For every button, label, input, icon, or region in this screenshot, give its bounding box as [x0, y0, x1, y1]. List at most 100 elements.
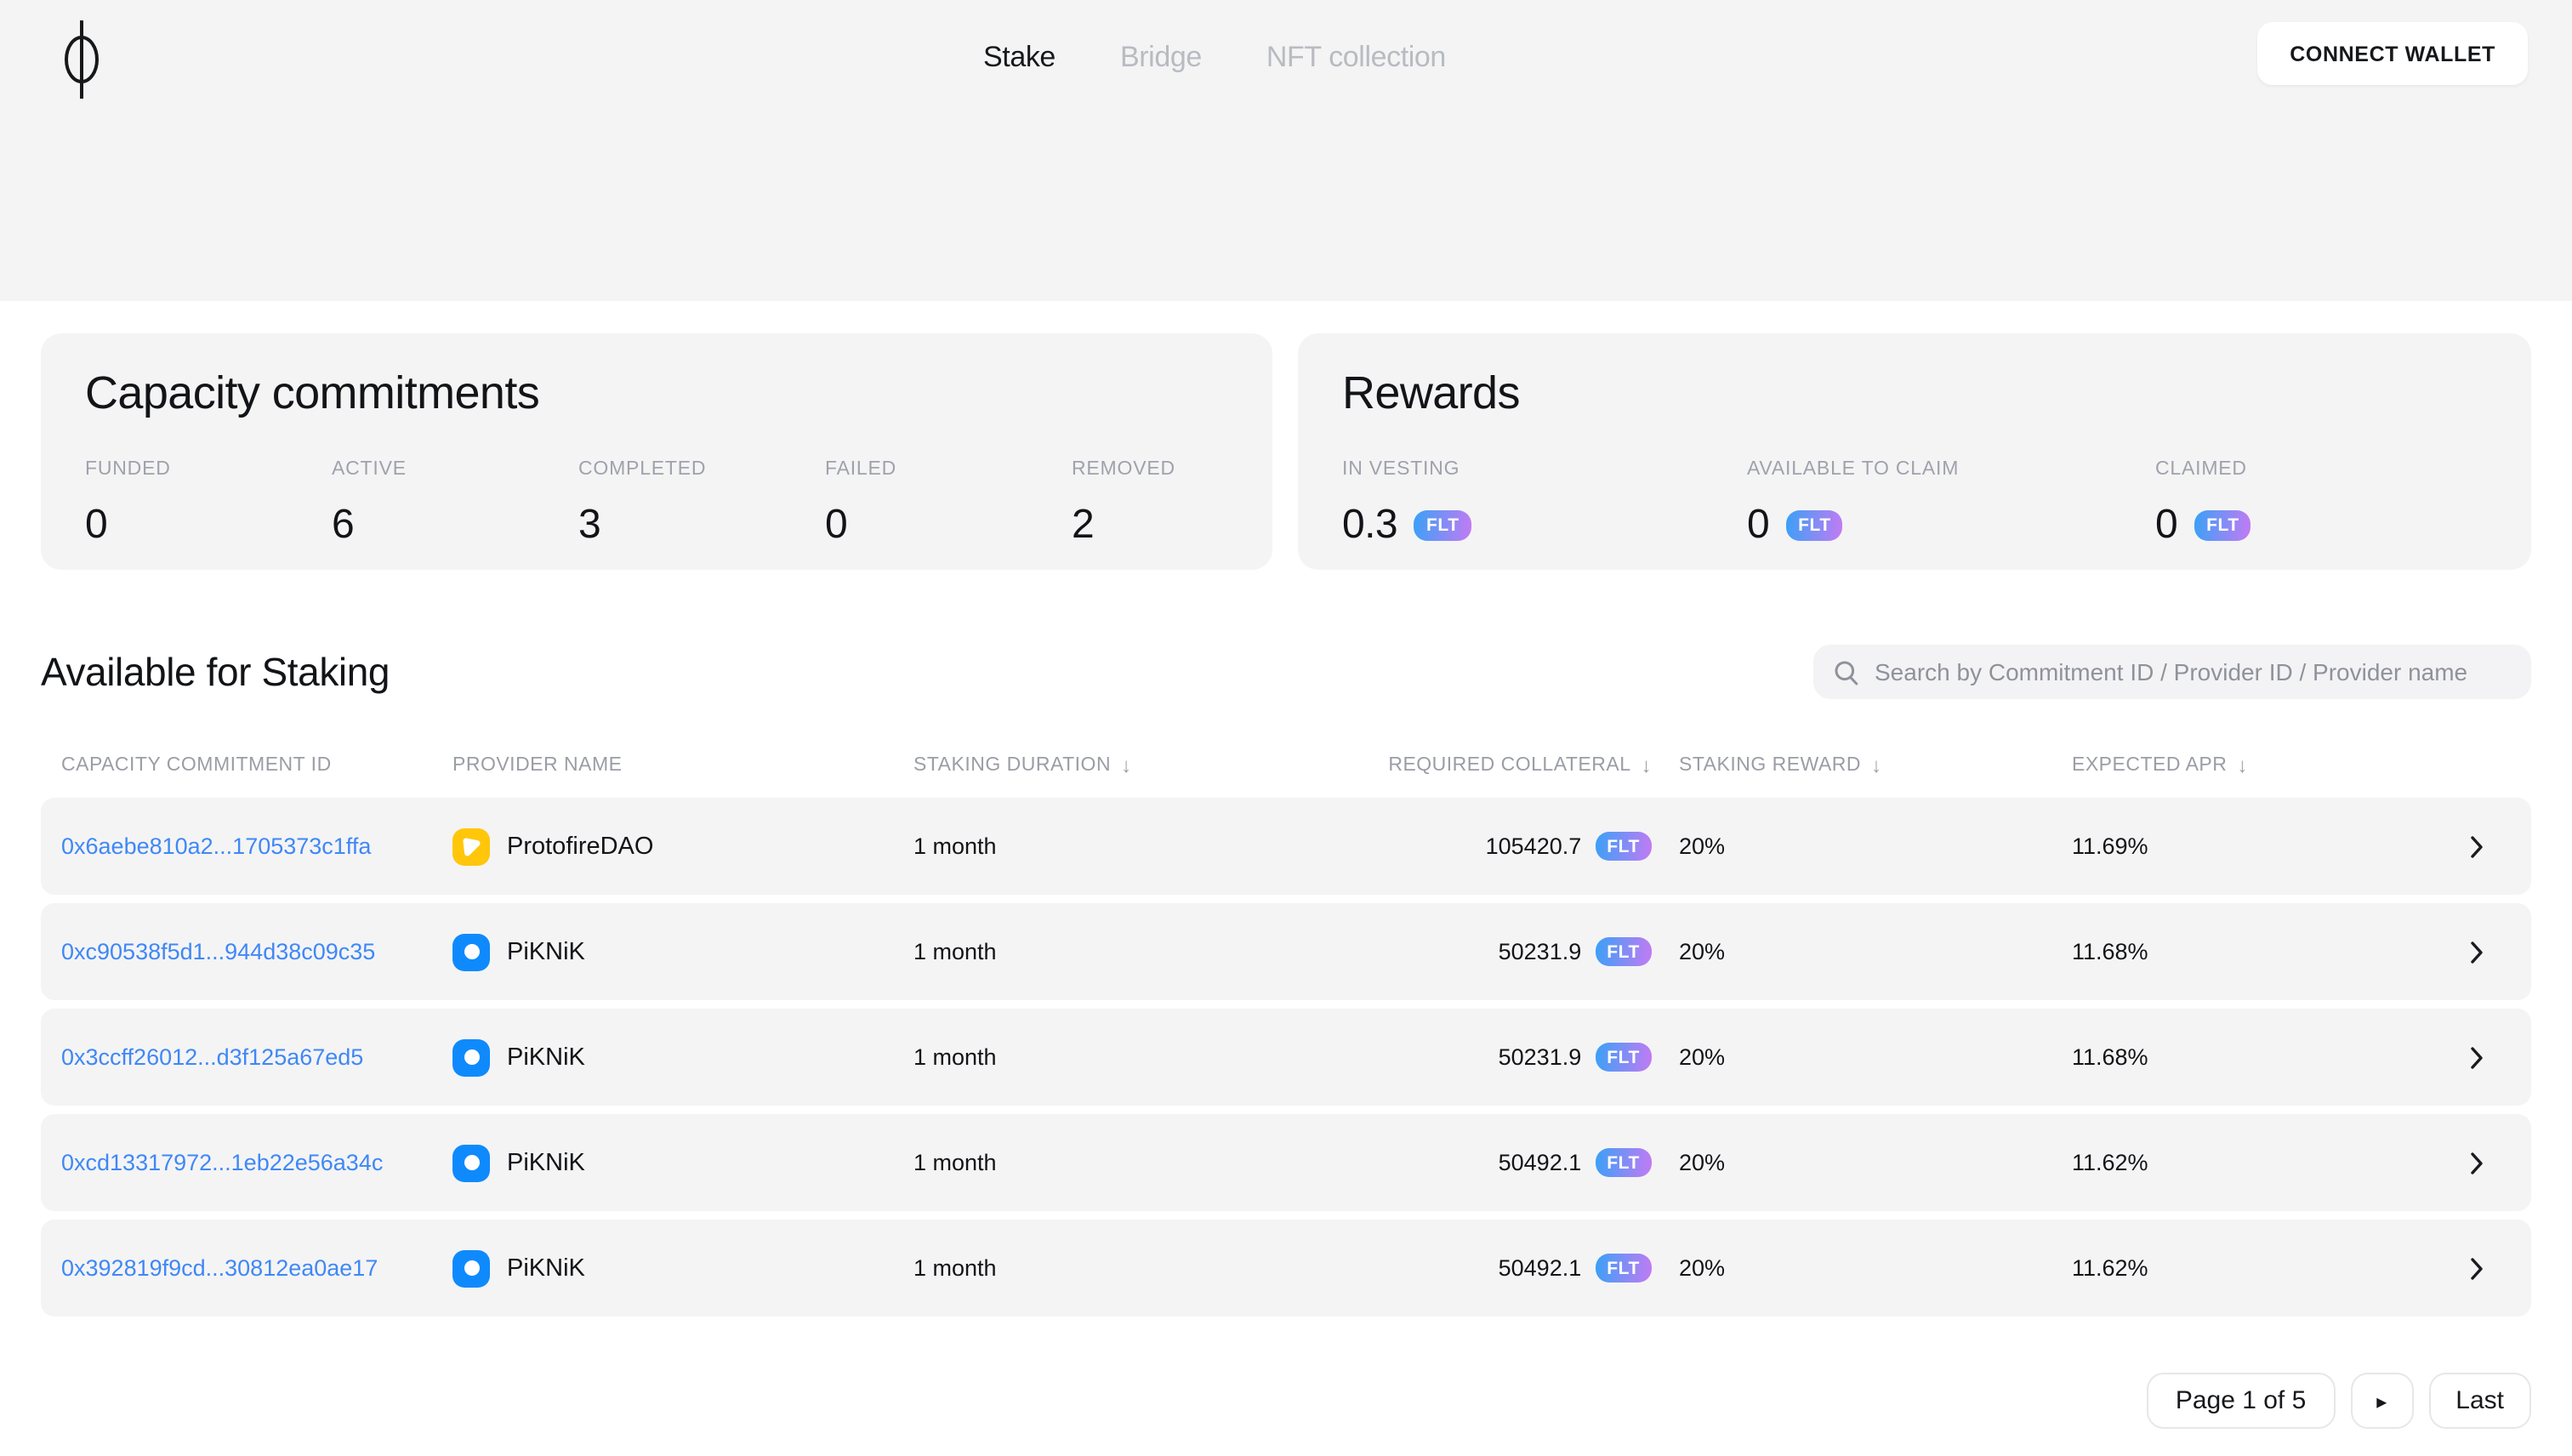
stat: ACTIVE 6	[332, 459, 578, 549]
staking-duration: 1 month	[913, 1255, 997, 1281]
stat-label: ACTIVE	[332, 459, 407, 480]
staking-reward: 20%	[1679, 1255, 1726, 1281]
search-input[interactable]	[1875, 658, 2511, 685]
required-collateral-cell: 50492.1 FLT	[1237, 1254, 1679, 1283]
capacity-commitments-card: Capacity commitments FUNDED 0 ACTIVE 6	[41, 333, 1272, 570]
provider-cell: PiKNiK	[452, 1038, 913, 1076]
table-row[interactable]: 0x392819f9cd...30812ea0ae17 PiKNiK 1 mon…	[41, 1220, 2531, 1317]
table-column-header[interactable]: STAKING REWARD ↓	[1679, 754, 2072, 777]
search-icon	[1835, 660, 1858, 685]
required-collateral-cell: 50492.1 FLT	[1237, 1148, 1679, 1177]
stat: FUNDED 0	[85, 459, 332, 549]
stat-value: 0.3 FLT	[1342, 502, 1747, 549]
table-row[interactable]: 0x3ccff26012...d3f125a67ed5 PiKNiK 1 mon…	[41, 1009, 2531, 1106]
commitment-id-link[interactable]: 0xc90538f5d1...944d38c09c35	[61, 939, 376, 964]
table-column-header[interactable]: STAKING DURATION ↓	[913, 754, 1237, 777]
table-column-header[interactable]: PROVIDER NAME ↓	[452, 755, 913, 776]
required-collateral-cell: 50231.9 FLT	[1237, 937, 1679, 966]
table-column-header[interactable]: EXPECTED APR ↓	[2072, 754, 2443, 777]
column-label: EXPECTED APR	[2072, 755, 2228, 776]
rewards-stats: IN VESTING 0.3 FLT AVAILABLE TO CLAIM 0	[1342, 459, 2487, 549]
sort-desc-icon[interactable]: ↓	[1871, 754, 1882, 777]
pagination: Page 1 of 5 ▸ Last	[41, 1373, 2531, 1429]
page-indicator-button[interactable]: Page 1 of 5	[2146, 1373, 2336, 1429]
chevron-right-icon[interactable]	[2443, 940, 2511, 964]
table-column-header[interactable]: REQUIRED COLLATERAL ↓	[1237, 754, 1679, 777]
chevron-right-icon[interactable]	[2443, 1151, 2511, 1174]
sort-desc-icon[interactable]: ↓	[1641, 754, 1652, 777]
provider-name: PiKNiK	[507, 1044, 585, 1071]
staking-duration: 1 month	[913, 1150, 997, 1175]
fluence-logo-icon[interactable]	[61, 20, 102, 99]
stat-label: AVAILABLE TO CLAIM	[1747, 459, 1960, 480]
top-band: Stake Bridge NFT collection CONNECT WALL…	[0, 0, 2572, 301]
staking-duration: 1 month	[913, 1044, 997, 1070]
flt-token-badge: FLT	[1595, 832, 1652, 861]
connect-wallet-button[interactable]: CONNECT WALLET	[2257, 22, 2528, 85]
chevron-right-icon[interactable]	[2443, 834, 2511, 858]
sort-desc-icon[interactable]: ↓	[2237, 754, 2248, 777]
collateral-amount: 50231.9	[1498, 939, 1582, 964]
expected-apr: 11.62%	[2072, 1150, 2148, 1175]
stat-label: FUNDED	[85, 459, 171, 480]
table-row[interactable]: 0xc90538f5d1...944d38c09c35 PiKNiK 1 mon…	[41, 903, 2531, 1000]
stat-value: 6	[332, 502, 355, 548]
expected-apr: 11.69%	[2072, 833, 2148, 859]
stat-value: 0 FLT	[1747, 502, 2155, 549]
commitment-id-link[interactable]: 0x3ccff26012...d3f125a67ed5	[61, 1044, 364, 1070]
provider-cell: PiKNiK	[452, 1249, 913, 1287]
required-collateral-cell: 105420.7 FLT	[1237, 832, 1679, 861]
flt-token-badge: FLT	[2194, 510, 2251, 541]
chevron-right-icon[interactable]	[2443, 1256, 2511, 1280]
nav-tab[interactable]: Bridge	[1119, 41, 1202, 73]
expected-apr: 11.62%	[2072, 1255, 2148, 1281]
nav-tab[interactable]: Stake	[983, 41, 1056, 73]
staking-reward: 20%	[1679, 833, 1726, 859]
stat-value: 0 FLT	[2155, 502, 2487, 549]
stat: IN VESTING 0.3 FLT	[1342, 459, 1747, 549]
staking-reward: 20%	[1679, 1044, 1726, 1070]
sort-desc-icon[interactable]: ↓	[1121, 754, 1132, 777]
next-page-button[interactable]: ▸	[2350, 1373, 2414, 1429]
provider-cell: PiKNiK	[452, 933, 913, 970]
capacity-commitments-title: Capacity commitments	[85, 367, 540, 418]
table-header-row: CAPACITY COMMITMENT ID ↓ PROVIDER NAME ↓…	[41, 748, 2531, 782]
stat-amount: 0	[1747, 502, 1770, 548]
staking-section-header: Available for Staking	[41, 645, 2531, 699]
collateral-amount: 105420.7	[1485, 833, 1582, 859]
search-box[interactable]	[1813, 645, 2531, 699]
staking-reward: 20%	[1679, 939, 1726, 964]
flt-token-badge: FLT	[1414, 510, 1471, 541]
last-page-button[interactable]: Last	[2428, 1373, 2531, 1429]
collateral-amount: 50492.1	[1498, 1255, 1582, 1281]
main-content: Capacity commitments FUNDED 0 ACTIVE 6	[0, 333, 2572, 1429]
rewards-title: Rewards	[1342, 367, 1520, 418]
stat-label: COMPLETED	[578, 459, 707, 480]
commitment-id-link[interactable]: 0x6aebe810a2...1705373c1ffa	[61, 833, 372, 859]
table-row[interactable]: 0xcd13317972...1eb22e56a34c PiKNiK 1 mon…	[41, 1114, 2531, 1211]
stat-amount: 0	[2155, 502, 2178, 548]
table-column-header[interactable]: CAPACITY COMMITMENT ID ↓	[61, 755, 452, 776]
available-for-staking-title: Available for Staking	[41, 649, 390, 693]
staking-table: 0x6aebe810a2...1705373c1ffa ProtofireDAO…	[41, 798, 2531, 1317]
column-label: PROVIDER NAME	[452, 755, 623, 776]
stat-value: 0	[85, 502, 108, 548]
table-row[interactable]: 0x6aebe810a2...1705373c1ffa ProtofireDAO…	[41, 798, 2531, 895]
expected-apr: 11.68%	[2072, 1044, 2148, 1070]
stat-label: CLAIMED	[2155, 459, 2247, 480]
flt-token-badge: FLT	[1595, 1043, 1652, 1072]
provider-logo-icon	[452, 828, 490, 865]
nav-tab[interactable]: NFT collection	[1266, 41, 1446, 73]
stat-value: 0	[825, 502, 848, 548]
capacity-stats: FUNDED 0 ACTIVE 6 COMPLETED 3	[85, 459, 1228, 549]
stat: REMOVED 2	[1072, 459, 1228, 549]
provider-logo-icon	[452, 1144, 490, 1181]
commitment-id-link[interactable]: 0x392819f9cd...30812ea0ae17	[61, 1255, 378, 1281]
column-label: STAKING DURATION	[913, 755, 1112, 776]
flt-token-badge: FLT	[1595, 1148, 1652, 1177]
chevron-right-icon[interactable]	[2443, 1045, 2511, 1069]
commitment-id-link[interactable]: 0xcd13317972...1eb22e56a34c	[61, 1150, 384, 1175]
stat: FAILED 0	[825, 459, 1072, 549]
stat-value: 3	[578, 502, 601, 548]
